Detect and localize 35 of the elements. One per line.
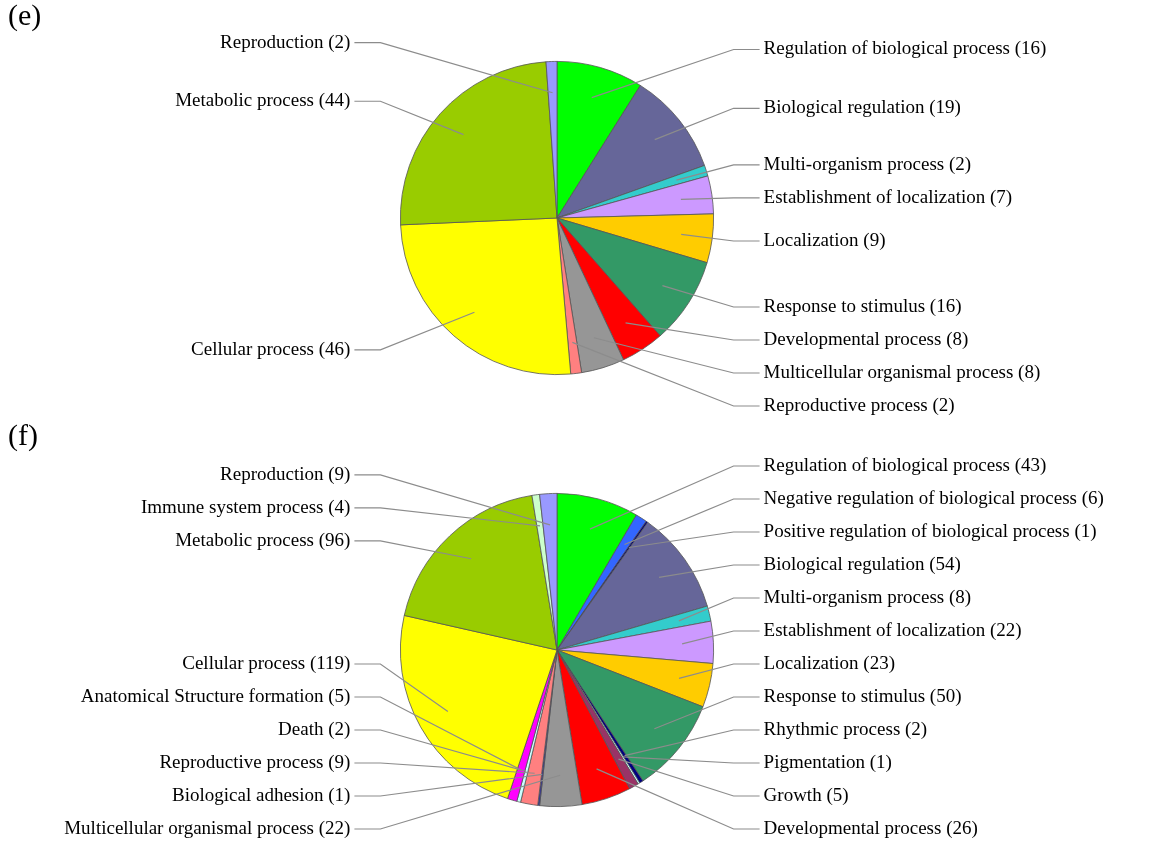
slice-label: Response to stimulus (16) [763, 294, 962, 317]
slice-label: Establishment of localization (22) [763, 618, 1022, 641]
slice-label: Localization (23) [763, 651, 895, 674]
slice-label: Biological regulation (54) [763, 552, 961, 575]
slice-label: Reproduction (9) [220, 462, 351, 485]
slice-label: Cellular process (46) [191, 337, 351, 360]
slice-label: Rhythmic process (2) [763, 717, 928, 740]
slice-label: Establishment of localization (7) [763, 185, 1013, 208]
slice-label: Death (2) [278, 717, 351, 740]
slice-label: Metabolic process (96) [175, 528, 351, 551]
slice-label: Multi-organism process (2) [763, 152, 972, 175]
slice-label: Immune system process (4) [140, 495, 351, 518]
slice-label: Positive regulation of biological process (1) [763, 519, 1097, 542]
slice-label: Negative regulation of biological process (6) [763, 486, 1104, 509]
slice-label: Multicellular organismal process (22) [64, 816, 351, 839]
slice-label: Localization (9) [763, 229, 886, 251]
slice-label: Biological regulation (19) [763, 96, 961, 119]
slice-label: Developmental process (8) [763, 327, 969, 350]
slice-label: Cellular process (119) [182, 651, 351, 674]
slice-label: Reproduction (2) [220, 30, 351, 53]
slice-label: Regulation of biological process (16) [763, 37, 1047, 60]
slice-label: Metabolic process (44) [175, 89, 351, 112]
slice-label: Anatomical Structure formation (5) [80, 684, 351, 707]
slice-label: Response to stimulus (50) [763, 684, 962, 707]
chart-title: (e) [8, 0, 42, 32]
slice-label: Pigmentation (1) [763, 750, 892, 773]
slice-label: Multicellular organismal process (8) [763, 360, 1041, 383]
slice-label: Reproductive process (9) [159, 750, 351, 773]
slice-label: Reproductive process (2) [763, 393, 955, 416]
slice-label: Growth (5) [763, 783, 849, 806]
slice-label: Multi-organism process (8) [763, 585, 972, 608]
chart-title: (f) [8, 417, 38, 452]
slice-label: Developmental process (26) [763, 816, 978, 839]
slice-label: Biological adhesion (1) [172, 783, 351, 806]
slice-label: Regulation of biological process (43) [763, 453, 1047, 476]
